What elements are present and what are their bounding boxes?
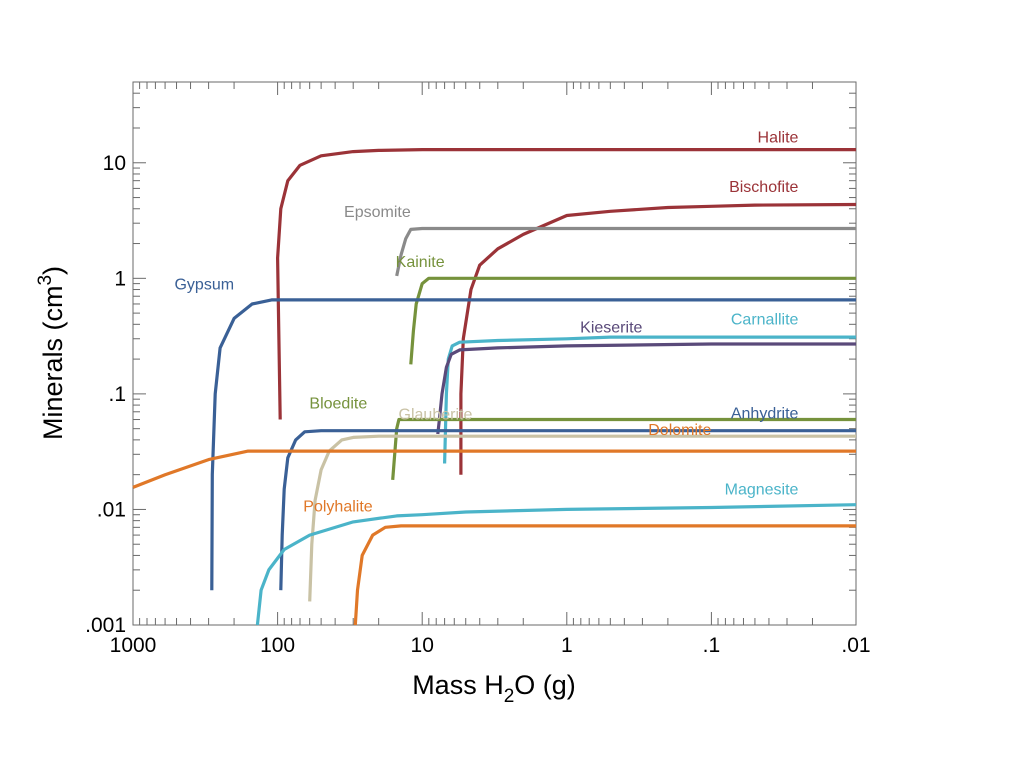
major-ticks — [132, 82, 857, 626]
series-bischofite-line — [459, 202, 857, 475]
series-anhydrite-label: Anhydrite — [731, 406, 799, 423]
y-axis-title-prefix: Minerals (cm — [38, 286, 68, 441]
minor-ticks — [133, 81, 856, 625]
series-dolomite-label: Dolomite — [648, 422, 711, 439]
series-bischofite-label: Bischofite — [729, 179, 798, 196]
series-polyhalite-line — [353, 524, 856, 626]
series-carnallite-label: Carnallite — [731, 311, 799, 328]
x-axis-title-prefix: Mass H — [412, 670, 504, 700]
x-tick-label: .1 — [703, 634, 721, 657]
plot-frame — [132, 81, 857, 626]
series-kieserite-line — [436, 342, 856, 435]
y-tick-label: .01 — [97, 498, 126, 521]
series-epsomite-label: Epsomite — [344, 204, 411, 221]
y-tick-label: .1 — [108, 383, 126, 406]
series-gypsum-line — [210, 298, 856, 591]
y-tick-label: 10 — [103, 152, 126, 175]
x-tick-label: 1000 — [110, 634, 157, 657]
series-glauberite-label: Glauberite — [399, 407, 473, 424]
series-glauberite-line — [308, 434, 856, 602]
series-polyhalite-label: Polyhalite — [303, 498, 372, 515]
series-gypsum-label: Gypsum — [174, 277, 234, 294]
x-tick-labels: 1000 100 10 1 .1 .01 — [110, 634, 871, 657]
y-axis-title-superscript: 3 — [35, 275, 56, 286]
series-epsomite-line — [395, 226, 856, 277]
series-labels: Halite Bischofite Epsomite Kainite Gypsum Car… — [174, 129, 798, 515]
x-axis-title-subscript: 2 — [504, 686, 515, 707]
series-halite-line — [276, 148, 856, 420]
series-magnesite-line — [255, 503, 857, 626]
series-bloedite-label: Bloedite — [309, 395, 367, 412]
series-carnallite-line — [443, 335, 856, 464]
series-anhydrite-line — [279, 429, 856, 591]
series-kainite-label: Kainite — [396, 254, 445, 271]
y-axis-title-suffix: ) — [38, 266, 68, 275]
series-kieserite-label: Kieserite — [580, 319, 642, 336]
series-dolomite-line — [132, 449, 856, 489]
series-lines — [132, 148, 857, 626]
x-axis-title-suffix: O (g) — [514, 670, 576, 700]
y-tick-label: 1 — [114, 267, 126, 290]
y-tick-label: .001 — [85, 614, 126, 637]
x-axis-title: Mass H2O (g) — [412, 670, 576, 707]
series-magnesite-label: Magnesite — [725, 481, 799, 498]
x-tick-label: 10 — [411, 634, 434, 657]
y-tick-labels: .001 .01 .1 1 10 — [85, 152, 126, 637]
series-kainite-line — [409, 276, 856, 365]
y-axis-title: Minerals (cm3) — [35, 266, 68, 440]
x-tick-label: .01 — [841, 634, 870, 657]
x-tick-label: 1 — [561, 634, 573, 657]
series-halite-label: Halite — [758, 129, 799, 146]
x-tick-label: 100 — [260, 634, 295, 657]
